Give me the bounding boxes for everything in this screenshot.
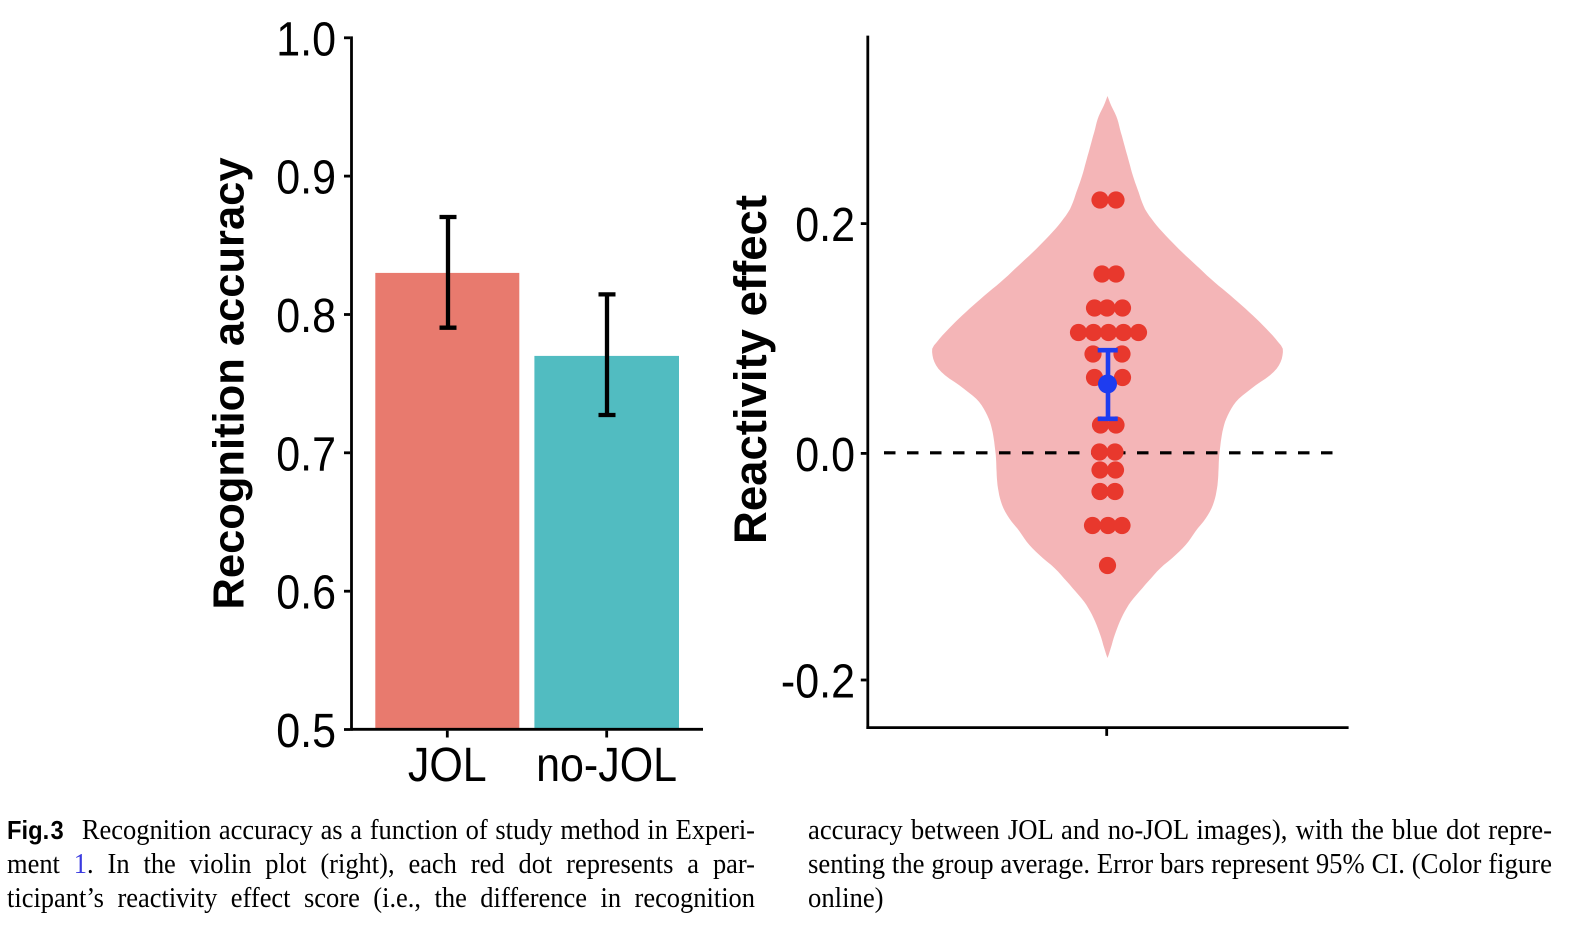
svg-text:Recognition accuracy: Recognition accuracy	[206, 157, 254, 609]
svg-text:Reactivity effect: Reactivity effect	[725, 195, 776, 544]
svg-text:JOL: JOL	[408, 738, 487, 790]
svg-text:0.9: 0.9	[276, 150, 336, 204]
svg-text:no-JOL: no-JOL	[536, 738, 677, 790]
svg-text:0.5: 0.5	[276, 704, 336, 758]
svg-text:0.2: 0.2	[795, 198, 855, 252]
svg-text:0.6: 0.6	[276, 565, 336, 619]
svg-text:1.0: 1.0	[276, 12, 336, 66]
svg-text:0.8: 0.8	[276, 289, 336, 343]
svg-text:0.7: 0.7	[276, 427, 336, 481]
svg-text:0.0: 0.0	[795, 428, 855, 482]
svg-text:-0.2: -0.2	[781, 654, 855, 708]
